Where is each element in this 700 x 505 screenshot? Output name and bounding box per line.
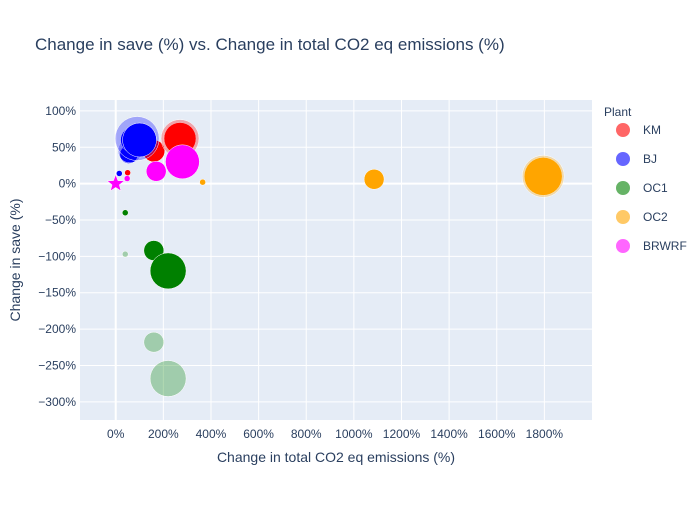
y-axis-title: Change in save (%) <box>7 199 23 322</box>
legend-item-brwrf[interactable]: BRWRF <box>616 239 687 253</box>
y-tick-label: 0% <box>59 177 77 191</box>
legend-label: BJ <box>643 152 657 166</box>
series-oc1 <box>121 209 187 397</box>
legend-label: BRWRF <box>643 239 687 253</box>
data-point[interactable] <box>521 155 565 198</box>
data-point[interactable] <box>149 360 187 397</box>
data-point-star[interactable] <box>106 173 125 192</box>
series-bj <box>114 116 160 177</box>
x-tick-label: 1800% <box>526 427 564 441</box>
legend-item-oc1[interactable]: OC1 <box>616 181 668 195</box>
chart-title: Change in save (%) vs. Change in total C… <box>35 35 505 54</box>
data-point[interactable] <box>116 170 123 177</box>
y-tick-label: −200% <box>38 322 76 336</box>
x-tick-label: 1400% <box>430 427 468 441</box>
y-tick-label: −250% <box>38 358 76 372</box>
legend-marker <box>616 181 630 195</box>
data-point[interactable] <box>149 252 187 290</box>
x-tick-label: 1000% <box>335 427 373 441</box>
x-tick-label: 1600% <box>478 427 516 441</box>
data-point[interactable] <box>121 209 129 216</box>
data-point[interactable] <box>121 250 129 258</box>
legend-label: KM <box>643 123 661 137</box>
data-point[interactable] <box>124 169 131 176</box>
y-tick-label: 100% <box>45 104 76 118</box>
x-tick-label: 800% <box>291 427 322 441</box>
legend-title: Plant <box>604 105 632 119</box>
x-tick-label: 400% <box>196 427 227 441</box>
legend-item-bj[interactable]: BJ <box>616 152 657 166</box>
legend-marker <box>616 152 630 166</box>
axis-ticks: 0% 200% 400% 600% 800% 1000% 1200% 1400% 1600% 18… <box>38 104 563 441</box>
series-oc2 <box>199 155 565 198</box>
y-tick-label: −100% <box>38 249 76 263</box>
data-point[interactable] <box>145 161 167 182</box>
data-point[interactable] <box>122 122 157 158</box>
data-point[interactable] <box>523 157 563 196</box>
grid-lines <box>80 100 592 420</box>
data-markers <box>106 116 565 397</box>
legend-label: OC2 <box>643 210 668 224</box>
legend-marker <box>616 210 630 224</box>
y-tick-label: −50% <box>45 213 76 227</box>
legend-marker <box>616 123 630 137</box>
x-tick-label: 200% <box>148 427 179 441</box>
y-tick-label: −150% <box>38 286 76 300</box>
data-point[interactable] <box>165 144 200 180</box>
series-brwrf <box>106 144 200 192</box>
legend-marker <box>616 239 630 253</box>
y-tick-label: −300% <box>38 395 76 409</box>
data-point[interactable] <box>363 169 385 190</box>
x-axis-title: Change in total CO2 eq emissions (%) <box>217 449 455 465</box>
legend-item-km[interactable]: KM <box>616 123 661 137</box>
y-tick-label: 50% <box>52 140 76 154</box>
legend-label: OC1 <box>643 181 668 195</box>
x-tick-label: 1200% <box>383 427 421 441</box>
data-point[interactable] <box>143 331 165 353</box>
x-tick-label: 600% <box>243 427 274 441</box>
legend[interactable]: Plant KM BJ OC1 OC2 BRWRF <box>604 105 687 253</box>
x-tick-label: 0% <box>107 427 125 441</box>
legend-item-oc2[interactable]: OC2 <box>616 210 668 224</box>
data-point[interactable] <box>199 178 206 186</box>
data-point[interactable] <box>123 175 131 182</box>
